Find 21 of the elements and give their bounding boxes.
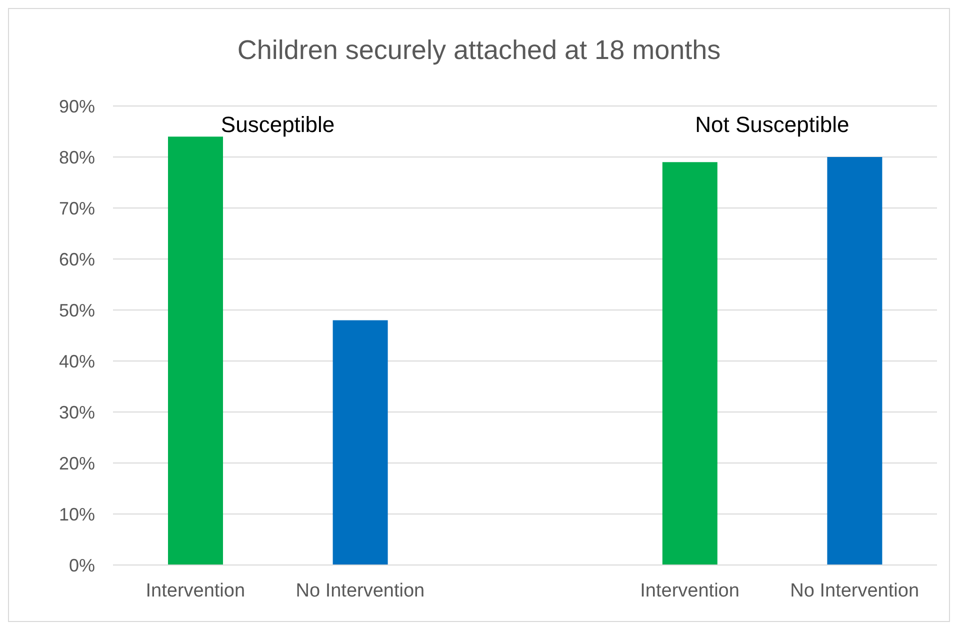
- y-tick-label: 0%: [68, 555, 95, 576]
- bar: [168, 136, 223, 565]
- y-tick-label: 90%: [58, 96, 95, 116]
- bar: [827, 157, 882, 565]
- y-tick-label: 40%: [58, 351, 95, 372]
- y-tick-label: 30%: [58, 402, 95, 422]
- bar: [662, 162, 718, 565]
- x-tick-label: No Intervention: [296, 580, 425, 602]
- y-tick-label: 10%: [58, 504, 95, 524]
- y-tick-label: 70%: [58, 198, 95, 218]
- x-tick-label: Intervention: [146, 580, 246, 602]
- bar: [332, 320, 388, 565]
- chart-title: Children securely attached at 18 months: [236, 35, 722, 66]
- y-tick-label: 80%: [58, 147, 95, 168]
- annotation: Not Susceptible: [694, 112, 850, 138]
- annotation: Susceptible: [220, 112, 336, 138]
- y-tick-label: 50%: [58, 300, 95, 320]
- x-tick-label: Intervention: [640, 580, 740, 602]
- x-tick-label: No Intervention: [790, 580, 920, 602]
- y-tick-label: 60%: [58, 249, 95, 270]
- y-tick-label: 20%: [58, 453, 95, 474]
